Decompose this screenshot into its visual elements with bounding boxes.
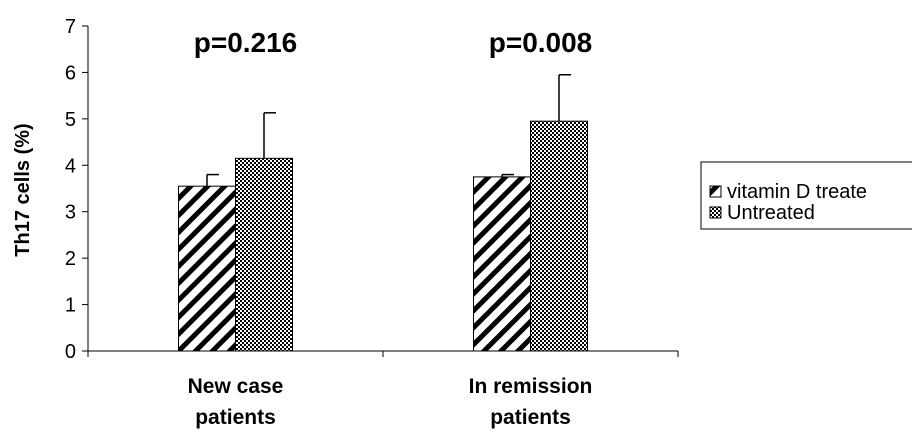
y-tick-label: 4 — [65, 155, 76, 177]
p-value-label: p=0.216 — [194, 27, 298, 58]
x-category-label: New case — [188, 375, 284, 398]
y-tick-label: 7 — [65, 16, 76, 38]
x-axis — [87, 350, 679, 357]
p-value-annotations: p=0.216 p=0.008 — [194, 27, 593, 58]
x-category-label: patients — [490, 406, 571, 429]
error-bars — [206, 74, 571, 187]
legend-box — [700, 161, 912, 230]
bar-vitamin-d — [178, 185, 236, 352]
y-tick-label: 6 — [65, 62, 76, 84]
y-tick-label: 5 — [65, 109, 76, 131]
category-labels: New case patients In remission patients — [188, 375, 593, 429]
legend-swatch-vitamin-d — [709, 185, 722, 198]
y-tick-label: 3 — [65, 202, 76, 224]
y-tick-label: 2 — [65, 248, 76, 270]
y-axis: 0 1 2 3 4 5 6 7 — [65, 16, 89, 363]
y-axis-label: Th17 cells (%) — [12, 123, 34, 256]
x-category-label: In remission — [469, 375, 593, 398]
legend-label-untreated: Untreated — [727, 202, 815, 224]
legend-label-vitamin-d: vitamin D treate — [727, 181, 867, 203]
y-tick-label: 0 — [65, 341, 76, 363]
bars — [178, 120, 588, 352]
p-value-label: p=0.008 — [489, 27, 593, 58]
legend: vitamin D treate Untreated — [700, 161, 912, 230]
legend-swatch-untreated — [709, 206, 722, 219]
bar-vitamin-d — [473, 176, 531, 352]
bar-untreated — [235, 157, 293, 352]
y-tick-label: 1 — [65, 295, 76, 317]
x-category-label: patients — [195, 406, 276, 429]
bar-untreated — [530, 120, 588, 352]
